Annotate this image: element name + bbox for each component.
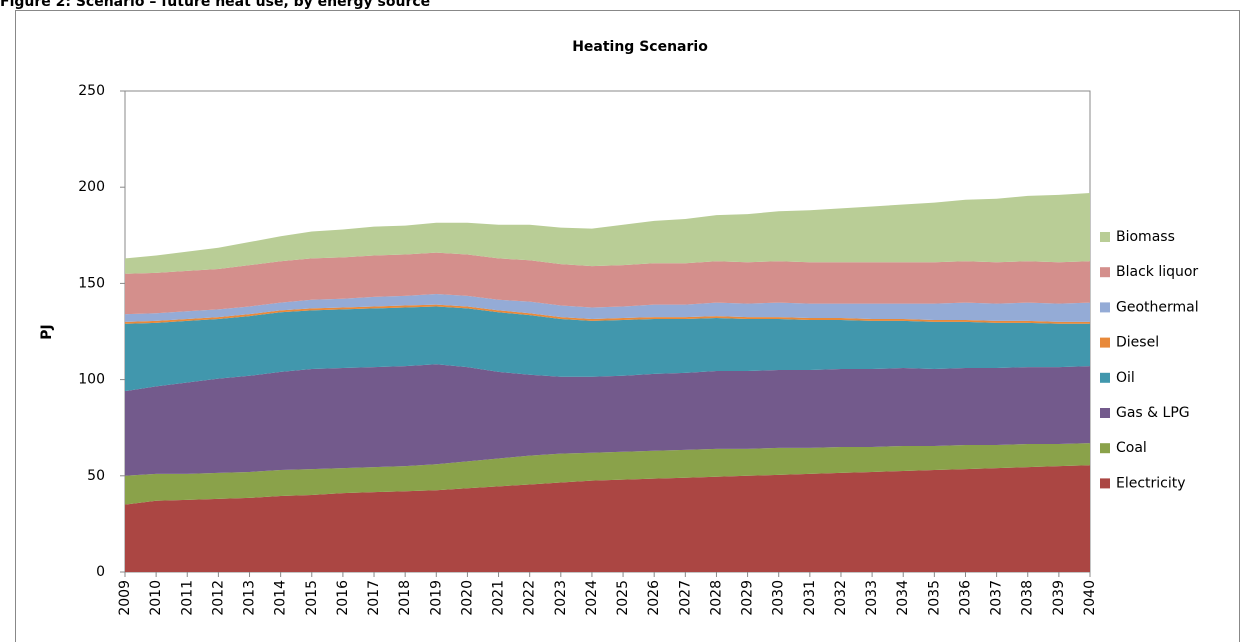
legend-label: Geothermal — [1116, 299, 1199, 315]
area — [125, 293, 1090, 322]
legend-swatch — [1100, 337, 1110, 348]
x-tick-label: 2040 — [1082, 580, 1098, 616]
x-tick-label: 2036 — [957, 580, 973, 616]
legend-swatch — [1100, 372, 1110, 383]
legend-swatch — [1100, 232, 1110, 242]
legend-swatch — [1100, 408, 1110, 418]
x-tick-label: 2035 — [926, 580, 942, 616]
legend-swatch — [1100, 478, 1110, 489]
legend-label: Diesel — [1116, 335, 1159, 351]
y-tick-label: 200 — [78, 179, 105, 195]
x-tick-label: 2032 — [833, 580, 849, 616]
x-tick-label: 2015 — [304, 580, 320, 616]
x-tick-label: 2012 — [210, 580, 226, 616]
y-tick-label: 100 — [78, 372, 105, 388]
y-tick-label: 0 — [96, 564, 105, 580]
legend-label: Coal — [1116, 440, 1147, 456]
area — [125, 304, 1090, 324]
x-tick-label: 2033 — [864, 580, 880, 616]
area — [125, 364, 1090, 476]
y-axis-label: PJ — [39, 324, 55, 339]
x-tick-label: 2026 — [646, 580, 662, 616]
x-tick-label: 2037 — [989, 580, 1005, 616]
x-tick-label: 2017 — [366, 580, 382, 616]
x-tick-label: 2024 — [584, 580, 600, 616]
area — [125, 192, 1090, 274]
x-tick-label: 2038 — [1020, 580, 1036, 616]
x-tick-label: 2030 — [771, 580, 787, 616]
legend-swatch — [1100, 302, 1110, 313]
legend-label: Gas & LPG — [1116, 405, 1190, 421]
area — [125, 465, 1090, 572]
x-tick-label: 2020 — [459, 580, 475, 616]
area — [125, 306, 1090, 392]
legend-label: Oil — [1116, 370, 1135, 386]
x-tick-label: 2014 — [273, 580, 289, 616]
legend-label: Electricity — [1116, 475, 1186, 491]
x-tick-label: 2022 — [522, 580, 538, 616]
x-tick-label: 2028 — [708, 580, 724, 616]
x-tick-label: 2021 — [491, 580, 507, 616]
x-tick-label: 2027 — [677, 580, 693, 616]
chart-title: Heating Scenario — [572, 39, 708, 55]
y-tick-label: 250 — [78, 83, 105, 99]
y-tick-label: 50 — [87, 468, 105, 484]
x-tick-label: 2031 — [802, 580, 818, 616]
legend-label: Biomass — [1116, 229, 1175, 245]
area — [125, 252, 1090, 315]
x-tick-label: 2025 — [615, 580, 631, 616]
x-tick-label: 2009 — [117, 580, 133, 616]
caption: Figure 2: Scenario – future heat use, by… — [0, 0, 430, 10]
x-tick-label: 2039 — [1051, 580, 1067, 616]
x-tick-label: 2011 — [179, 580, 195, 616]
legend-label: Black liquor — [1116, 264, 1198, 280]
legend-swatch — [1100, 267, 1110, 278]
x-tick-label: 2018 — [397, 580, 413, 616]
x-tick-label: 2010 — [148, 580, 164, 616]
x-tick-label: 2013 — [242, 580, 258, 616]
y-tick-label: 150 — [78, 275, 105, 291]
x-tick-label: 2019 — [428, 580, 444, 616]
x-tick-label: 2034 — [895, 580, 911, 616]
x-tick-label: 2029 — [740, 580, 756, 616]
x-tick-label: 2016 — [335, 580, 351, 616]
legend-swatch — [1100, 443, 1110, 454]
x-tick-label: 2023 — [553, 580, 569, 616]
area — [125, 443, 1090, 505]
chart-border — [15, 10, 1240, 642]
